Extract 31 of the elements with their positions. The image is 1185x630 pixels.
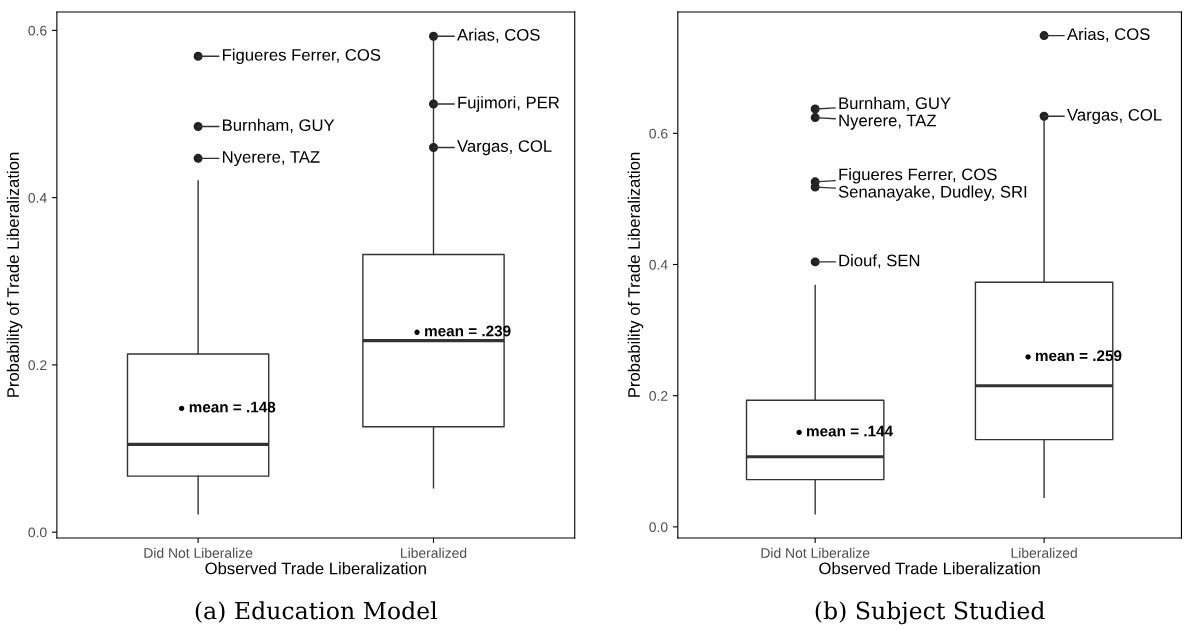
data-label: Vargas, COL <box>457 140 552 156</box>
y-tick-label: 0.2 <box>649 391 668 401</box>
data-label: Nyerere, TAZ <box>223 151 320 167</box>
y-tick-label: 0.0 <box>28 527 47 538</box>
y-tick-label: 0.2 <box>28 360 47 371</box>
y-axis-title: Probability of Trade Liberalization <box>627 152 644 397</box>
data-label: Senanayake, Dudley, SRI <box>838 185 1027 201</box>
x-tick-label: Did Not Liberalize <box>144 547 253 558</box>
x-tick-label: Liberalized <box>401 547 467 558</box>
text: (b) Subject Studied <box>815 601 1045 625</box>
data-label: Nyerere, TAZ <box>839 114 937 130</box>
x-tick-label: Liberalized <box>1011 547 1077 558</box>
data-label: Vargas, COL <box>1067 108 1162 125</box>
y-tick-label: 0.6 <box>649 128 668 139</box>
data-label: Diouf, SEN <box>839 254 920 269</box>
y-tick-label: 0.0 <box>649 522 668 533</box>
data-label: Burnham, GUY <box>223 118 335 133</box>
x-axis-title: Observed Trade Liberalization <box>819 562 1040 575</box>
text: (a) Education Model <box>195 601 438 623</box>
data-label: Arias, COS <box>457 28 540 43</box>
data-label: Figueres Ferrer, COS <box>839 168 997 184</box>
y-tick-label: 0.6 <box>28 25 47 36</box>
data-label: Burnham, GUY <box>839 96 951 112</box>
x-tick-label: Did Not Liberalize <box>761 547 870 558</box>
y-tick-label: 0.4 <box>649 259 668 270</box>
data-label: Figueres Ferrer, COS <box>223 48 381 65</box>
y-axis-title: Probability of Trade Liberalization <box>6 152 23 397</box>
y-tick-label: 0.4 <box>28 192 47 203</box>
x-axis-title: Observed Trade Liberalization <box>205 562 426 575</box>
data-label: Arias, COS <box>1067 27 1150 43</box>
data-label: Fujimori, PER <box>458 96 560 112</box>
